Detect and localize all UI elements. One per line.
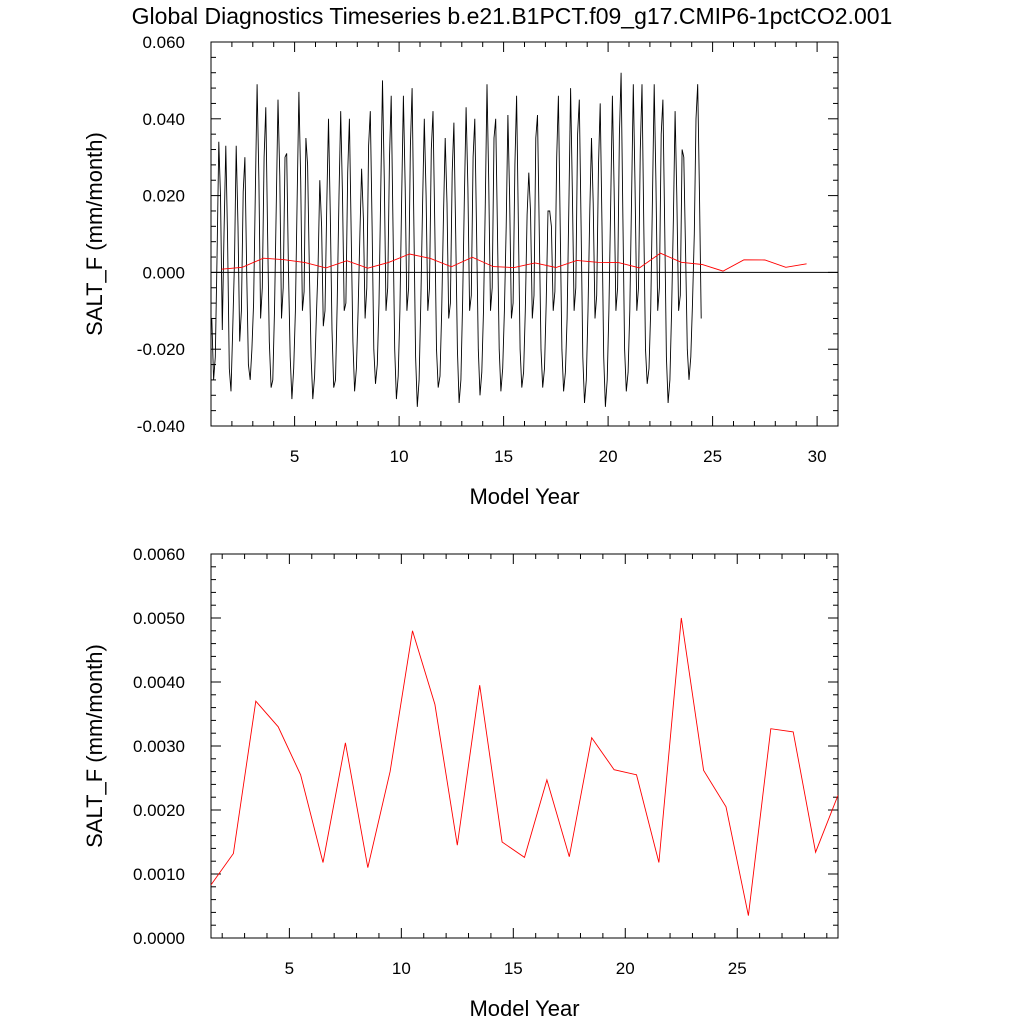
y-tick-label: 0.000 xyxy=(142,263,185,282)
x-tick-label: 10 xyxy=(392,959,411,978)
x-tick-label: 15 xyxy=(504,959,523,978)
series-line-annual xyxy=(211,617,838,916)
y-tick-label: 0.0040 xyxy=(133,673,185,692)
series-line-monthly xyxy=(211,72,702,407)
x-axis-label: Model Year xyxy=(469,996,579,1021)
y-tick-label: 0.0050 xyxy=(133,609,185,628)
x-tick-label: 25 xyxy=(728,959,747,978)
x-tick-label: 5 xyxy=(290,447,299,466)
y-axis-label: SALT_F (mm/month) xyxy=(82,644,107,848)
x-tick-label: 10 xyxy=(390,447,409,466)
y-tick-label: 0.0010 xyxy=(133,865,185,884)
x-tick-label: 15 xyxy=(494,447,513,466)
y-tick-label: 0.060 xyxy=(142,33,185,52)
y-axis-label: SALT_F (mm/month) xyxy=(82,132,107,336)
plot-frame xyxy=(210,553,839,939)
x-tick-label: 25 xyxy=(703,447,722,466)
chart-panel-2: 0.0000 0.0010 0.0020 0.0030 0.0040 0.0050 0.00… xyxy=(82,545,839,1021)
y-tick-label: 0.0020 xyxy=(133,801,185,820)
y-tick-label: 0.040 xyxy=(142,110,185,129)
x-tick-label: 5 xyxy=(285,959,294,978)
x-tick-label: 30 xyxy=(808,447,827,466)
y-tick-label: -0.020 xyxy=(137,340,185,359)
y-tick-label: 0.0030 xyxy=(133,737,185,756)
series-line-annual xyxy=(221,252,807,272)
x-tick-label: 20 xyxy=(616,959,635,978)
page-title: Global Diagnostics Timeseries b.e21.B1PC… xyxy=(131,3,893,29)
chart-panel-1: -0.040 -0.020 0.000 0.020 0.040 0.060 5 10 15 20 2… xyxy=(82,33,839,509)
y-tick-label: 0.020 xyxy=(142,187,185,206)
y-tick-label: -0.040 xyxy=(137,417,185,436)
x-tick-label: 20 xyxy=(599,447,618,466)
x-axis-label: Model Year xyxy=(469,484,579,509)
y-tick-label: 0.0060 xyxy=(133,545,185,564)
y-tick-label: 0.0000 xyxy=(133,929,185,948)
